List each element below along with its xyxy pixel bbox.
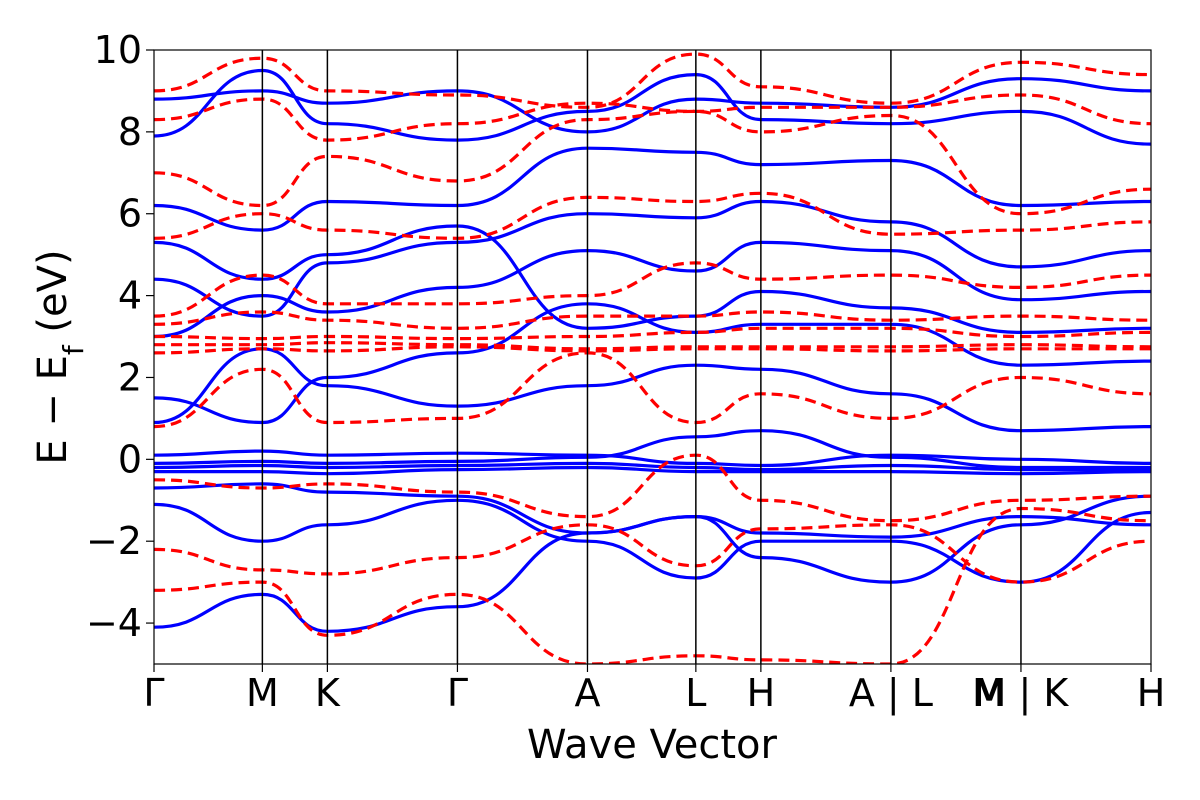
dashed-band-8 bbox=[154, 261, 1151, 318]
y-tick-label: 10 bbox=[94, 28, 142, 72]
x-tick-label: A bbox=[574, 671, 600, 715]
solid-band-3 bbox=[154, 449, 1151, 468]
x-tick-label: M | K bbox=[974, 671, 1070, 716]
y-tick-label: 8 bbox=[118, 110, 142, 154]
band-lines bbox=[154, 52, 1151, 664]
y-tick-label: −4 bbox=[86, 601, 142, 645]
x-axis-label: Wave Vector bbox=[527, 722, 778, 768]
y-axis-label: E − Ef (eV) bbox=[30, 249, 90, 464]
x-tick-label: K bbox=[315, 671, 341, 715]
plot-frame bbox=[153, 49, 1152, 665]
solid-band-1 bbox=[154, 461, 1151, 472]
y-axis-label-subscript: f bbox=[57, 344, 90, 355]
y-tick-label: −2 bbox=[86, 519, 142, 563]
solid-band-5 bbox=[154, 498, 1151, 584]
dashed-band-9 bbox=[154, 191, 1151, 240]
dashed-band-5 bbox=[154, 523, 1151, 584]
dashed-band-4 bbox=[154, 453, 1151, 523]
solid-band-12 bbox=[154, 68, 1151, 146]
dashed-band-11 bbox=[154, 52, 1151, 109]
y-tick-label: 0 bbox=[118, 437, 142, 481]
y-tick-label: 6 bbox=[118, 192, 142, 236]
high-symmetry-lines bbox=[261, 50, 1022, 664]
y-axis-ticks: −4 −2 0 2 4 6 8 10 bbox=[86, 28, 154, 645]
x-tick-label: Γ bbox=[447, 671, 468, 715]
x-tick-label: M bbox=[972, 671, 1005, 715]
dashed-band-10 bbox=[154, 109, 1151, 216]
y-tick-label: 4 bbox=[118, 274, 142, 318]
solid-band-9 bbox=[154, 240, 1151, 339]
solid-band-2 bbox=[154, 465, 1151, 476]
solid-band-7 bbox=[154, 347, 1151, 433]
x-tick-label: H bbox=[747, 671, 776, 715]
solid-band-11 bbox=[154, 146, 1151, 232]
y-tick-label: 2 bbox=[118, 355, 142, 399]
solid-band-6 bbox=[154, 494, 1151, 633]
dashed-band-1 bbox=[154, 341, 1151, 351]
x-tick-label: H bbox=[1137, 671, 1166, 715]
dashed-band-2 bbox=[154, 326, 1151, 341]
x-tick-label: A | L bbox=[849, 671, 933, 716]
x-tick-label: L bbox=[685, 671, 706, 715]
dashed-band-12 bbox=[154, 93, 1151, 142]
dashed-band-6 bbox=[154, 506, 1151, 664]
y-axis-label-unit: (eV) bbox=[30, 249, 76, 345]
solid-band-14 bbox=[154, 224, 1151, 334]
solid-band-0 bbox=[154, 429, 1151, 470]
dashed-band-3 bbox=[154, 310, 1151, 330]
y-axis-label-main: E − E bbox=[30, 355, 76, 465]
solid-band-8 bbox=[154, 302, 1151, 425]
dashed-band-7 bbox=[154, 351, 1151, 429]
x-tick-label: Γ bbox=[143, 671, 164, 715]
x-tick-label: M bbox=[246, 671, 279, 715]
